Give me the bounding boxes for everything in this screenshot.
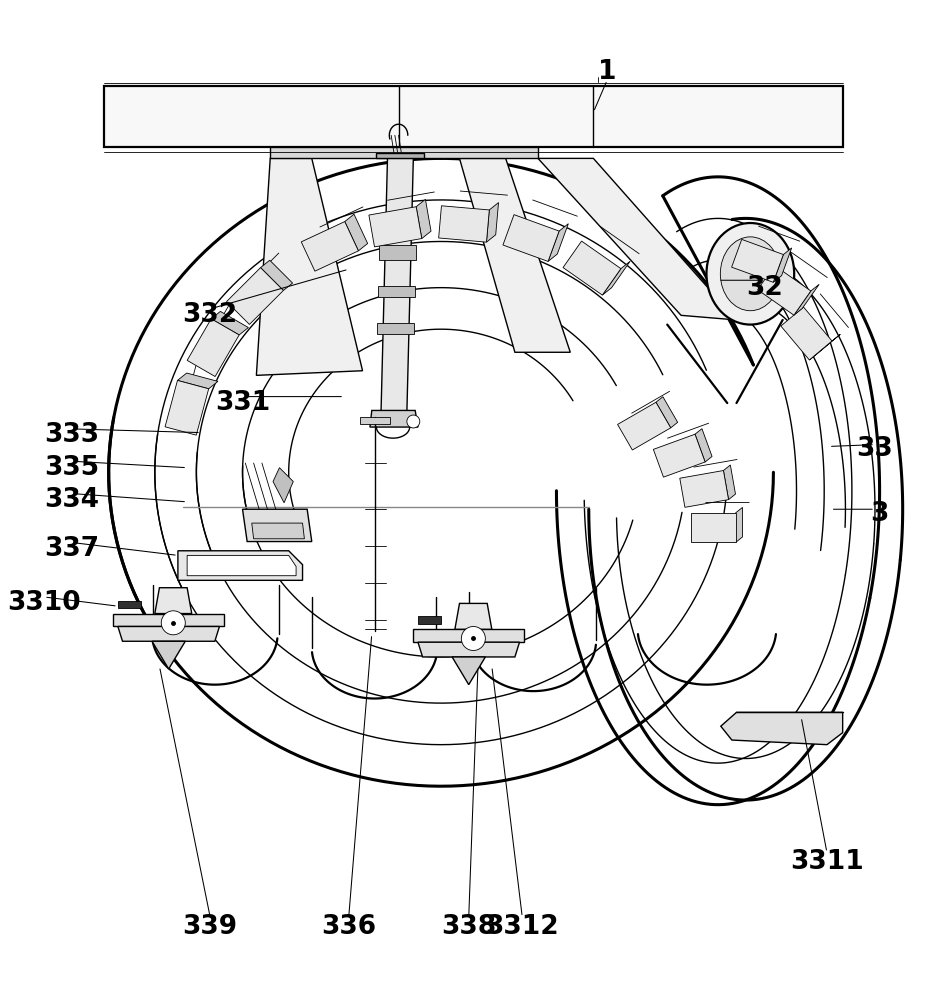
Polygon shape (377, 323, 414, 334)
Polygon shape (774, 248, 791, 282)
Text: 339: 339 (183, 914, 238, 940)
Polygon shape (821, 294, 849, 328)
Polygon shape (227, 268, 283, 324)
Polygon shape (695, 429, 712, 462)
Text: 334: 334 (44, 487, 99, 513)
Polygon shape (301, 222, 359, 271)
Polygon shape (261, 260, 293, 290)
Polygon shape (548, 224, 568, 261)
Polygon shape (381, 158, 413, 412)
Polygon shape (187, 319, 239, 377)
Polygon shape (273, 468, 294, 503)
Polygon shape (460, 191, 508, 195)
Polygon shape (206, 304, 230, 346)
Polygon shape (104, 86, 843, 147)
Polygon shape (379, 245, 416, 260)
Polygon shape (692, 513, 736, 542)
Text: 336: 336 (321, 914, 376, 940)
Polygon shape (439, 206, 489, 242)
Polygon shape (270, 147, 538, 158)
Polygon shape (359, 417, 391, 424)
Ellipse shape (707, 223, 794, 325)
Text: 3312: 3312 (486, 914, 559, 940)
Polygon shape (252, 523, 304, 539)
Polygon shape (538, 158, 737, 320)
Text: 335: 335 (44, 455, 100, 481)
Polygon shape (809, 334, 840, 360)
Polygon shape (794, 284, 820, 315)
Polygon shape (459, 158, 570, 352)
Polygon shape (617, 402, 671, 450)
Circle shape (161, 611, 185, 635)
Polygon shape (320, 207, 363, 227)
Polygon shape (413, 629, 524, 642)
Polygon shape (679, 471, 728, 507)
Polygon shape (721, 712, 843, 745)
Polygon shape (416, 199, 431, 239)
Text: 3311: 3311 (790, 849, 864, 875)
Polygon shape (656, 397, 678, 428)
Text: 332: 332 (183, 302, 238, 328)
Polygon shape (781, 307, 832, 360)
Text: 338: 338 (441, 914, 496, 940)
Polygon shape (165, 380, 209, 435)
Text: 33: 33 (856, 436, 893, 462)
Polygon shape (370, 410, 418, 427)
Polygon shape (600, 226, 639, 254)
Text: 32: 32 (746, 275, 783, 301)
Polygon shape (758, 226, 800, 241)
Polygon shape (563, 241, 621, 295)
Circle shape (407, 415, 420, 428)
Polygon shape (183, 366, 196, 412)
Polygon shape (178, 373, 218, 389)
Polygon shape (243, 509, 311, 542)
Polygon shape (118, 626, 219, 641)
Polygon shape (486, 203, 499, 242)
Text: 331: 331 (215, 390, 270, 416)
Text: 1: 1 (598, 59, 616, 85)
Polygon shape (113, 614, 224, 626)
Polygon shape (178, 551, 303, 580)
Polygon shape (152, 641, 185, 669)
Text: 333: 333 (44, 422, 100, 448)
Polygon shape (418, 616, 441, 624)
Polygon shape (667, 423, 709, 438)
Text: 3310: 3310 (8, 590, 81, 616)
Polygon shape (602, 261, 630, 295)
Polygon shape (791, 252, 827, 278)
Polygon shape (653, 434, 705, 477)
Polygon shape (502, 215, 559, 261)
Polygon shape (256, 158, 362, 375)
Polygon shape (376, 153, 424, 158)
Polygon shape (118, 601, 141, 608)
Polygon shape (724, 465, 736, 500)
Polygon shape (155, 588, 192, 614)
Polygon shape (694, 459, 738, 467)
Polygon shape (731, 239, 783, 282)
Polygon shape (631, 391, 670, 413)
Polygon shape (736, 507, 742, 542)
Polygon shape (533, 200, 578, 216)
Polygon shape (211, 311, 248, 335)
Polygon shape (187, 555, 296, 576)
Polygon shape (452, 657, 486, 685)
Circle shape (461, 626, 486, 650)
Polygon shape (344, 214, 368, 251)
Polygon shape (418, 642, 519, 657)
Polygon shape (758, 266, 811, 315)
Polygon shape (245, 253, 279, 287)
Polygon shape (378, 286, 415, 297)
Ellipse shape (720, 237, 780, 311)
Polygon shape (455, 603, 492, 629)
Text: 3: 3 (870, 501, 889, 527)
Polygon shape (369, 207, 422, 247)
Polygon shape (388, 192, 435, 200)
Text: 337: 337 (44, 536, 100, 562)
